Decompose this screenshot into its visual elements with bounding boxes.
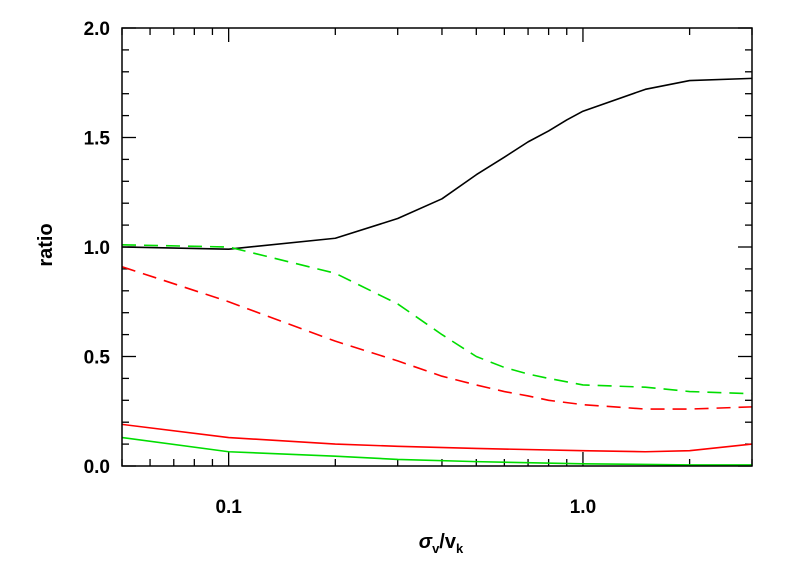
series-line-5	[121, 436, 752, 466]
x-axis-label-sigma-sub: v	[432, 541, 440, 556]
x-tick-label: 1.0	[570, 497, 596, 518]
x-tick-label: 0.1	[215, 497, 242, 518]
x-axis-label-v-sub: k	[456, 541, 464, 556]
y-axis-label: ratio	[35, 223, 57, 266]
y-tick-label: 0.0	[84, 457, 110, 478]
y-tick-label: 0.5	[84, 348, 111, 369]
series-lines	[121, 77, 753, 466]
plot-frame	[121, 27, 753, 467]
series-line-2	[121, 244, 753, 395]
tick-labels: 0.0 0.5 1.0 1.5 2.0 0.1 1.0	[84, 19, 597, 518]
x-axis-label: σv/vk	[419, 531, 464, 556]
y-tick-label: 2.0	[84, 19, 110, 40]
y-tick-label: 1.0	[84, 238, 110, 259]
y-tick-label: 1.5	[84, 129, 111, 150]
series-line-1	[121, 77, 753, 250]
x-axis-label-slash: /	[439, 531, 445, 553]
plot-border	[121, 27, 753, 467]
series-line-4	[121, 423, 753, 453]
series-line-3	[121, 265, 753, 410]
x-axis-label-v: v	[445, 531, 457, 553]
x-axis-label-sigma: σ	[419, 531, 433, 553]
